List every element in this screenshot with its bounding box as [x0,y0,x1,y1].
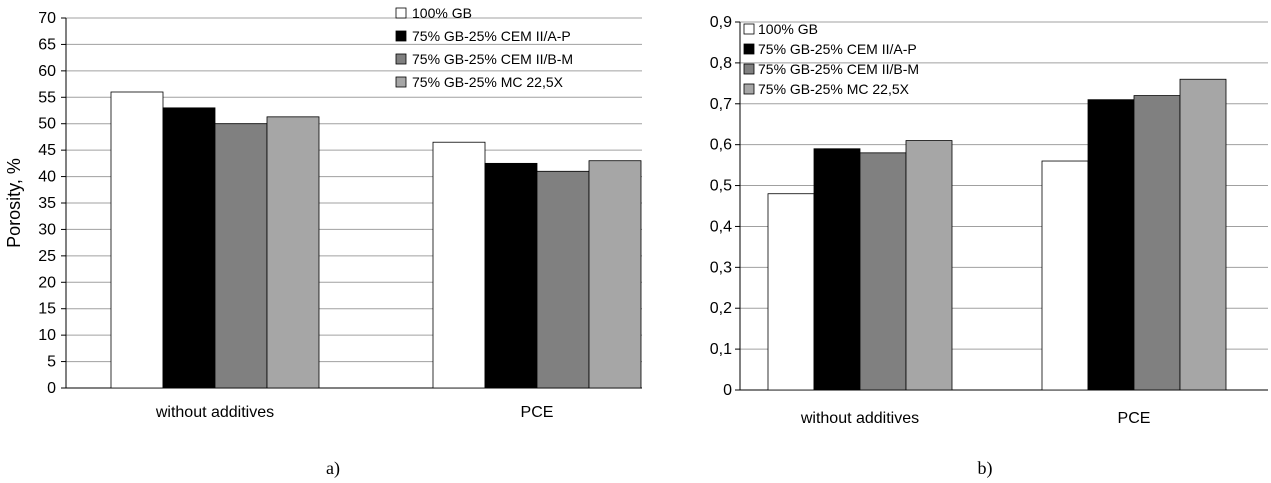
bar-a-s2-c0 [214,123,268,389]
bar-a-s3-c0 [266,116,320,389]
y-tick-label: 65 [38,36,56,53]
bar-b-s3-c1 [1179,78,1227,391]
bar-b-s2-c0 [859,152,907,391]
legend-swatch [395,7,407,19]
y-tick-label: 10 [38,327,56,344]
legend-label: 100% GB [758,21,818,37]
y-tick-label: 0,1 [710,341,732,358]
legend-swatch [395,53,407,65]
bar-a-s0-c0 [110,91,164,389]
panel-caption: b) [978,458,993,479]
legend-label: 75% GB-25% CEM II/B-M [758,61,919,77]
y-tick-label: 0,4 [710,218,732,235]
y-tick-label: 0 [723,382,732,399]
legend-label: 100% GB [412,5,472,21]
legend-swatch [395,76,407,88]
y-tick-label: 0,7 [710,96,732,113]
y-tick-label: 0,6 [710,137,732,154]
legend-label: 75% GB-25% CEM II/A-P [758,41,917,57]
legend-swatch [395,30,407,42]
y-tick-label: 0,2 [710,300,732,317]
y-tick-label: 0,3 [710,259,732,276]
y-tick-label: 0,9 [710,14,732,31]
chart-panel-a: 0 5 10 15 20 25 30 35 40 45 50 55 60 65 70 without addi… [4,5,642,479]
legend-label: 75% GB-25% MC 22,5X [412,74,564,90]
bar-b-s1-c0 [813,148,861,391]
legend-label: 75% GB-25% MC 22,5X [758,81,910,97]
bar-a-s1-c0 [162,107,216,389]
x-category-label: PCE [1118,410,1151,427]
legend-label: 75% GB-25% CEM II/A-P [412,28,571,44]
bar-b-s2-c1 [1133,95,1181,391]
y-tick-label: 60 [38,63,56,80]
y-tick-label: 40 [38,169,56,186]
panel-caption: a) [326,458,340,479]
y-tick-label: 0,5 [710,178,732,195]
bar-a-s2-c1 [536,170,590,389]
y-tick-label: 15 [38,301,56,318]
x-category-label: without additives [800,410,919,427]
bar-b-s3-c0 [905,140,953,391]
y-tick-label: 50 [38,116,56,133]
legend-swatch [743,63,755,75]
bar-a-s1-c1 [484,162,538,389]
y-tick-label: 45 [38,142,56,159]
y-tick-label: 70 [38,10,56,27]
bar-b-s0-c0 [767,193,815,391]
x-category-label: without additives [155,404,274,421]
y-tick-label: 0 [47,380,56,397]
y-tick-label: 25 [38,248,56,265]
y-axis-title: Porosity, % [4,158,24,248]
legend-swatch [743,23,755,35]
y-tick-label: 20 [38,274,56,291]
y-tick-label: 0,8 [710,55,732,72]
chart-panel-b: 0 0,1 0,2 0,3 0,4 0,5 0,6 0,7 0,8 0,9 without addi… [710,14,1268,479]
bar-b-s1-c1 [1087,99,1135,391]
y-tick-label: 35 [38,195,56,212]
bar-a-s3-c1 [588,160,642,389]
x-category-label: PCE [521,404,554,421]
legend-label: 75% GB-25% CEM II/B-M [412,51,573,67]
legend-swatch [743,43,755,55]
bar-a-s0-c1 [432,141,486,389]
y-tick-label: 5 [47,354,56,371]
y-tick-label: 30 [38,221,56,238]
y-tick-label: 55 [38,89,56,106]
legend-swatch [743,83,755,95]
bar-b-s0-c1 [1041,160,1089,391]
